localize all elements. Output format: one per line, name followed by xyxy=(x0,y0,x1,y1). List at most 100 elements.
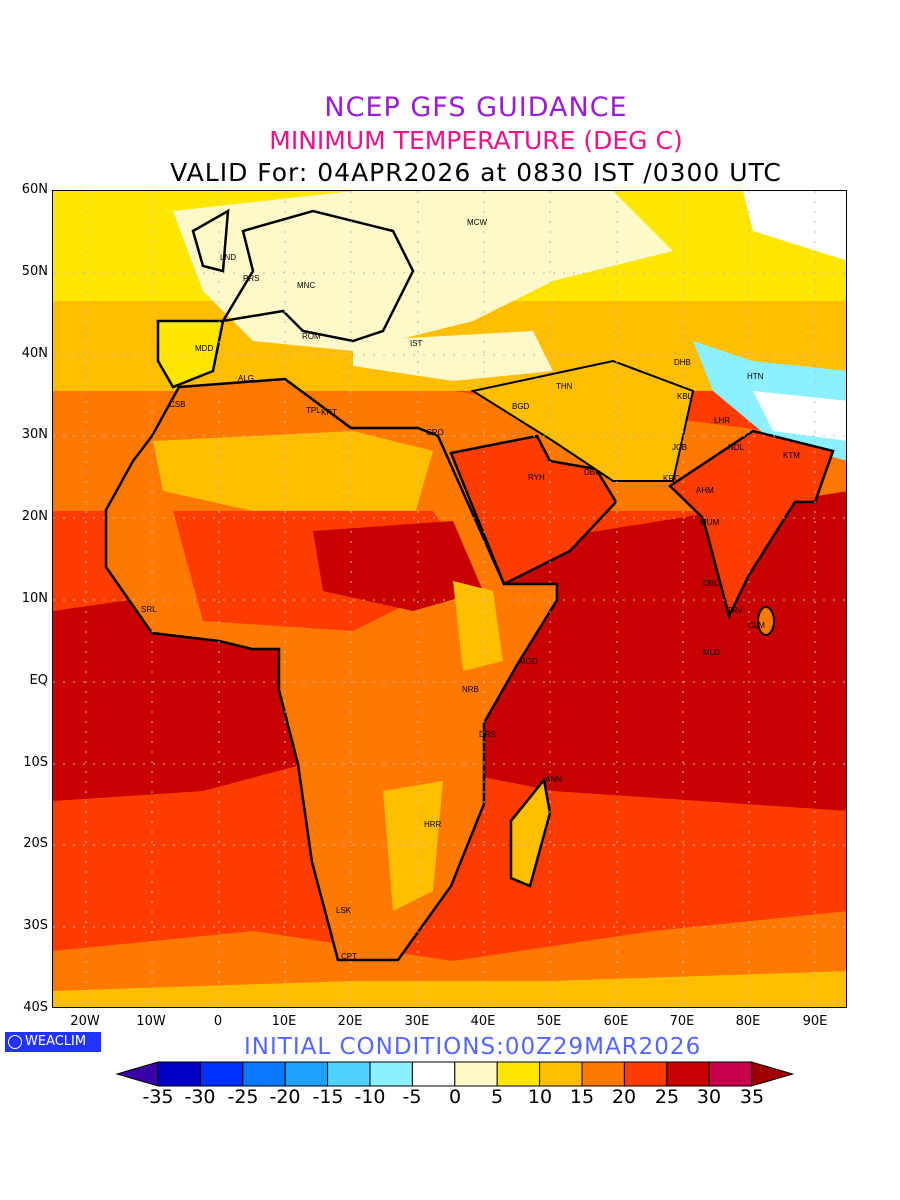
city-label: HRR xyxy=(424,820,442,829)
colorbar-tick-label: -30 xyxy=(184,1086,216,1108)
colorbar-swatch xyxy=(369,1061,413,1087)
colorbar-arrow-high xyxy=(751,1061,795,1087)
logo-text: WEACLIM xyxy=(25,1034,87,1049)
title-variable: MINIMUM TEMPERATURE (DEG C) xyxy=(269,126,683,155)
initial-conditions: INITIAL CONDITIONS:00Z29MAR2026 xyxy=(244,1034,702,1060)
city-label: MUM xyxy=(700,518,720,527)
lat-label: 40S xyxy=(23,1000,48,1015)
colorbar-tick-label: 10 xyxy=(527,1086,553,1108)
colorbar-tick-label: 35 xyxy=(739,1086,765,1108)
city-label: RYH xyxy=(528,473,545,482)
city-label: DRS xyxy=(479,730,496,739)
city-label: KTM xyxy=(783,451,800,460)
lat-label: 60N xyxy=(21,182,48,197)
city-label: MGD xyxy=(519,657,538,666)
city-label: CRO xyxy=(426,428,444,437)
colorbar-swatch xyxy=(623,1061,668,1087)
city-label: DBL xyxy=(703,579,719,588)
city-label: ALG xyxy=(238,374,255,383)
colorbar-swatch xyxy=(157,1061,201,1087)
colorbar-tick-label: 15 xyxy=(569,1086,595,1108)
city-label: LND xyxy=(220,253,237,262)
lon-label: 50E xyxy=(536,1014,562,1029)
lon-label: 70E xyxy=(669,1014,695,1029)
colorbar-tick-label: -20 xyxy=(269,1086,301,1108)
city-label: ROM xyxy=(302,332,321,341)
colorbar-swatch xyxy=(199,1061,244,1087)
colorbar-swatch xyxy=(411,1061,456,1087)
lon-label: 80E xyxy=(735,1014,761,1029)
lat-label: 20N xyxy=(21,509,48,524)
lat-label: 20S xyxy=(23,836,48,851)
city-label: KRC xyxy=(663,474,680,483)
lat-label: EQ xyxy=(29,673,48,688)
city-label: DHB xyxy=(674,358,691,367)
title-model: NCEP GFS GUIDANCE xyxy=(324,92,628,123)
lon-label: 0 xyxy=(213,1014,223,1029)
city-label: DBI xyxy=(584,468,598,477)
colorbar-swatch xyxy=(666,1061,710,1087)
colorbar-swatch xyxy=(581,1061,625,1087)
city-label: LHR xyxy=(714,416,731,425)
lon-label: 10E xyxy=(271,1014,297,1029)
colorbar-tick-label: -5 xyxy=(402,1086,422,1108)
colorbar-tick-label: -25 xyxy=(227,1086,259,1108)
colorbar-tick-label: -10 xyxy=(354,1086,386,1108)
colorbar-tick-label: 0 xyxy=(448,1086,462,1108)
temperature-map xyxy=(52,190,847,1008)
city-label: IST xyxy=(410,339,423,348)
colorbar-swatch xyxy=(496,1061,541,1087)
colorbar-tick-label: -15 xyxy=(312,1086,344,1108)
lon-label: 20W xyxy=(70,1014,100,1029)
colorbar-tick-label: 25 xyxy=(654,1086,680,1108)
colorbar-swatch xyxy=(708,1061,753,1087)
lat-label: 10S xyxy=(23,755,48,770)
city-label: AHM xyxy=(696,486,714,495)
colorbar-tick-label: 5 xyxy=(490,1086,504,1108)
weaclim-logo: WEACLIM xyxy=(5,1032,101,1052)
city-label: NDL xyxy=(728,443,745,452)
city-label: BGD xyxy=(512,402,530,411)
city-label: MLD xyxy=(703,648,720,657)
lon-label: 90E xyxy=(802,1014,828,1029)
lon-label: 40E xyxy=(470,1014,496,1029)
colorbar-arrow-low xyxy=(115,1061,159,1087)
city-label: TPL xyxy=(306,406,321,415)
colorbar xyxy=(115,1061,795,1087)
colorbar-swatch xyxy=(284,1061,329,1087)
colorbar-tick-label: 20 xyxy=(611,1086,637,1108)
colorbar-swatch xyxy=(539,1061,583,1087)
colorbar-tick-label: 30 xyxy=(696,1086,722,1108)
city-label: MCW xyxy=(467,218,487,227)
colorbar-swatch xyxy=(454,1061,498,1087)
lat-label: 50N xyxy=(21,264,48,279)
city-label: SRL xyxy=(141,605,157,614)
city-label: KBL xyxy=(677,392,693,401)
lon-label: 10W xyxy=(136,1014,166,1029)
city-label: NRB xyxy=(462,685,479,694)
lat-label: 10N xyxy=(21,591,48,606)
city-label: JCB xyxy=(672,443,688,452)
city-label: TRV xyxy=(727,606,743,615)
copyright-icon xyxy=(8,1035,22,1049)
city-label: CSB xyxy=(169,400,186,409)
city-label: MNC xyxy=(297,281,316,290)
lon-label: 30E xyxy=(404,1014,430,1029)
city-label: KRT xyxy=(321,408,337,417)
colorbar-swatch xyxy=(242,1061,286,1087)
city-label: MDD xyxy=(195,344,214,353)
city-label: CPT xyxy=(341,952,357,961)
lon-label: 20E xyxy=(337,1014,363,1029)
map-canvas xyxy=(53,191,846,1007)
colorbar-tick-label: -35 xyxy=(142,1086,174,1108)
city-label: ANN xyxy=(545,775,562,784)
lat-label: 40N xyxy=(21,346,48,361)
city-label: CLM xyxy=(748,621,765,630)
city-label: PRS xyxy=(243,274,260,283)
lat-label: 30S xyxy=(23,918,48,933)
city-label: LSK xyxy=(336,906,352,915)
title-valid-time: VALID For: 04APR2026 at 0830 IST /0300 U… xyxy=(170,158,782,187)
colorbar-swatch xyxy=(327,1061,371,1087)
lat-label: 30N xyxy=(21,427,48,442)
city-label: THN xyxy=(556,382,573,391)
